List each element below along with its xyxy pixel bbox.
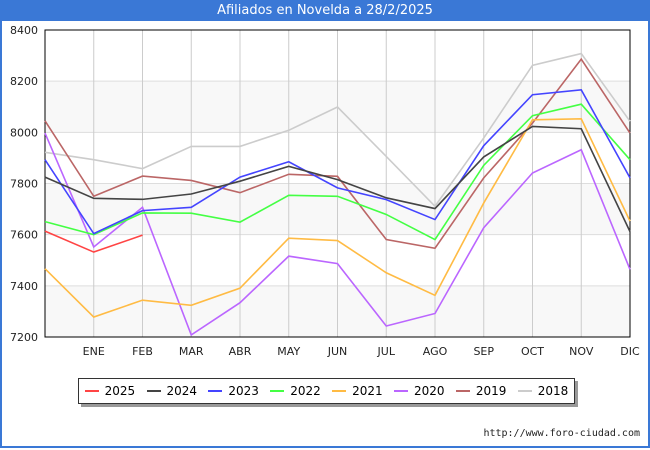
x-tick-label: OCT bbox=[521, 345, 544, 358]
legend-swatch bbox=[270, 390, 285, 392]
x-tick-label: AGO bbox=[423, 345, 448, 358]
x-tick-label: JUN bbox=[327, 345, 348, 358]
y-tick-label: 7800 bbox=[10, 178, 38, 191]
legend-item-2019: 2019 bbox=[455, 384, 507, 398]
x-tick-label: ABR bbox=[229, 345, 252, 358]
series-line-2022 bbox=[44, 103, 631, 241]
x-tick-label: JUL bbox=[377, 345, 396, 358]
y-tick-label: 8200 bbox=[10, 75, 38, 88]
x-tick-label: SEP bbox=[473, 345, 494, 358]
legend-item-2020: 2020 bbox=[394, 384, 445, 398]
legend-label: 2025 bbox=[104, 384, 136, 398]
y-tick-label: 7200 bbox=[10, 331, 38, 344]
legend-label: 2024 bbox=[166, 384, 198, 398]
legend-item-2024: 2024 bbox=[146, 384, 198, 398]
legend: 2025 2024 2023 2022 2021 2020 2019 2018 bbox=[78, 378, 575, 404]
y-tick-label: 7400 bbox=[10, 280, 38, 293]
plot-border bbox=[44, 29, 631, 338]
legend-label: 2019 bbox=[475, 384, 507, 398]
series-line-2021 bbox=[44, 117, 631, 318]
legend-item-2023: 2023 bbox=[208, 384, 259, 398]
series-line-2020 bbox=[44, 132, 631, 337]
series-line-2019 bbox=[44, 57, 631, 250]
legend-label: 2021 bbox=[352, 384, 383, 398]
legend-swatch bbox=[146, 390, 161, 392]
legend-swatch bbox=[332, 390, 347, 392]
legend-swatch bbox=[394, 390, 409, 392]
series-line-2023 bbox=[44, 89, 631, 235]
legend-label: 2020 bbox=[414, 384, 445, 398]
x-tick-label: MAY bbox=[277, 345, 300, 358]
legend-swatch bbox=[517, 390, 532, 392]
chart-title: Afiliados en Novelda a 28/2/2025 bbox=[0, 0, 650, 21]
x-tick-label: ENE bbox=[83, 345, 105, 358]
x-tick-label: MAR bbox=[179, 345, 204, 358]
legend-label: 2022 bbox=[290, 384, 321, 398]
legend-swatch bbox=[84, 390, 99, 392]
legend-item-2018: 2018 bbox=[517, 384, 569, 398]
y-tick-label: 8400 bbox=[10, 24, 38, 37]
y-tick-label: 7600 bbox=[10, 229, 38, 242]
x-tick-label: FEB bbox=[132, 345, 153, 358]
series-line-2025 bbox=[44, 230, 143, 253]
legend-swatch bbox=[208, 390, 223, 392]
legend-item-2025: 2025 bbox=[84, 384, 136, 398]
legend-item-2022: 2022 bbox=[270, 384, 321, 398]
x-tick-label: NOV bbox=[569, 345, 594, 358]
legend-item-2021: 2021 bbox=[332, 384, 383, 398]
source-url: http://www.foro-ciudad.com bbox=[483, 428, 640, 439]
x-tick-label: DIC bbox=[620, 345, 640, 358]
y-tick-label: 8000 bbox=[10, 126, 38, 139]
legend-label: 2023 bbox=[228, 384, 259, 398]
legend-label: 2018 bbox=[537, 384, 569, 398]
series-line-2024 bbox=[44, 125, 631, 232]
legend-swatch bbox=[455, 390, 470, 392]
series-line-2018 bbox=[44, 52, 631, 208]
